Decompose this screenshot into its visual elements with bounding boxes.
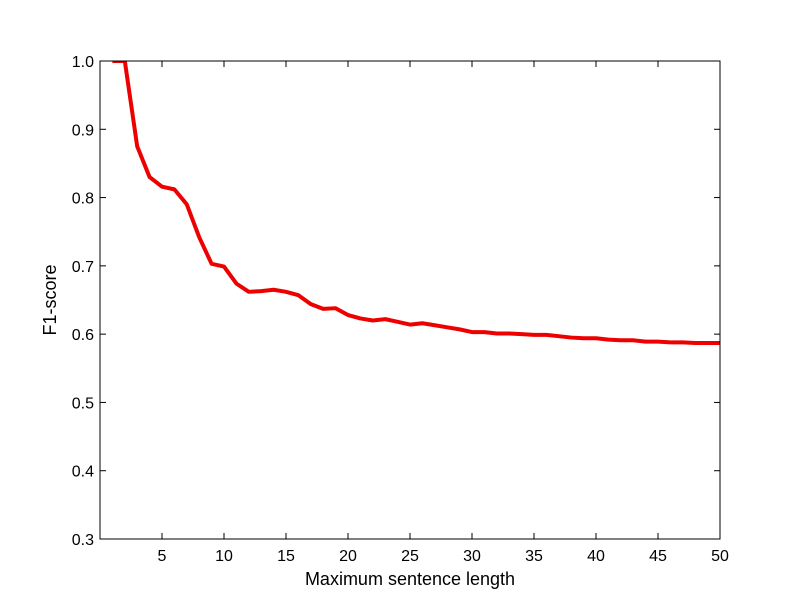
x-tick-label: 15 bbox=[277, 548, 295, 565]
y-tick-label: 1.0 bbox=[72, 54, 94, 71]
y-tick-label: 0.8 bbox=[72, 191, 94, 208]
series-line bbox=[112, 61, 720, 346]
x-tick-label: 5 bbox=[158, 548, 167, 565]
y-tick-label: 0.4 bbox=[72, 464, 94, 481]
x-tick-label: 30 bbox=[463, 548, 481, 565]
plot-frame bbox=[99, 60, 721, 540]
plot-area bbox=[112, 61, 720, 346]
y-tick-label: 0.5 bbox=[72, 395, 94, 412]
y-tick-label: 0.7 bbox=[72, 259, 94, 276]
y-tick-label: 0.9 bbox=[72, 122, 94, 139]
x-tick-label: 20 bbox=[339, 548, 357, 565]
x-tick-label: 35 bbox=[525, 548, 543, 565]
x-axis-label: Maximum sentence length bbox=[305, 569, 515, 589]
y-tick-label: 0.6 bbox=[72, 327, 94, 344]
x-tick-label: 40 bbox=[587, 548, 605, 565]
x-tick-label: 45 bbox=[649, 548, 667, 565]
x-tick-label: 25 bbox=[401, 548, 419, 565]
x-tick-label: 50 bbox=[711, 548, 729, 565]
y-axis-label: F1-score bbox=[40, 264, 60, 335]
axis-ticks: 5 10 15 20 25 30 35 40 45 50 0.3 0.4 0.5 0.6 0.7 0.8 0.9… bbox=[72, 54, 729, 565]
y-tick-label: 0.3 bbox=[72, 532, 94, 549]
x-tick-label: 10 bbox=[215, 548, 233, 565]
